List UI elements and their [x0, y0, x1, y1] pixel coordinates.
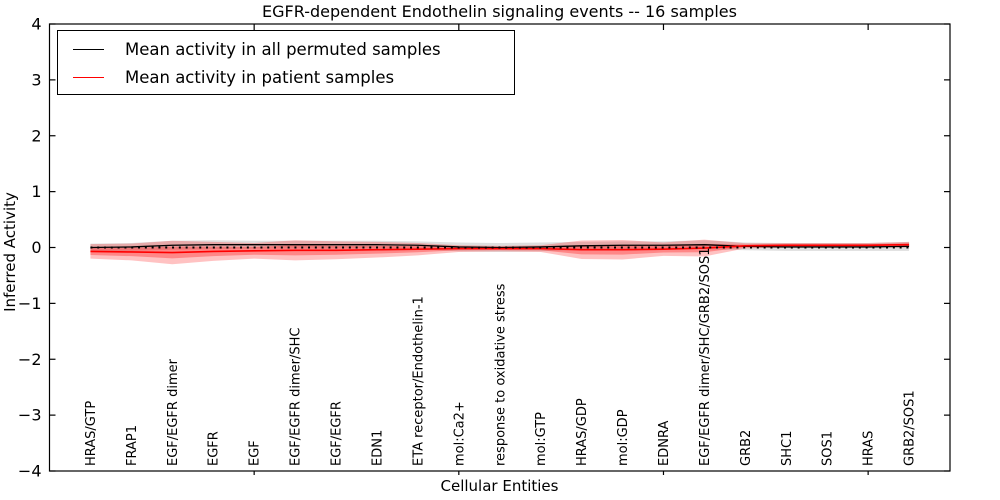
- x-tick-label: ETA receptor/Endothelin-1: [411, 296, 426, 466]
- x-tick-label: HRAS/GDP: [575, 398, 590, 466]
- x-tick-label: response to oxidative stress: [493, 283, 508, 466]
- y-tick-label: 2: [31, 126, 41, 145]
- x-tick-label: EGF/EGFR dimer/SHC/GRB2/SOS1: [698, 248, 713, 467]
- y-tick-label: −4: [18, 462, 42, 481]
- y-tick-label: −1: [18, 294, 42, 313]
- legend-item-patient: Mean activity in patient samples: [58, 63, 514, 91]
- x-tick-label: EGF: [248, 440, 263, 466]
- x-tick-label: HRAS/GTP: [84, 401, 99, 466]
- axes-border: [48, 23, 951, 472]
- permuted-std-band: [90, 240, 910, 252]
- x-tick-label: EDN1: [370, 430, 385, 466]
- patient-std-band-outer: [90, 239, 910, 265]
- legend-item-permuted: Mean activity in all permuted samples: [58, 35, 514, 63]
- patient-mean-line: [90, 243, 910, 254]
- x-tick-label: EGF/EGFR: [330, 401, 345, 466]
- y-tick-label: −3: [18, 406, 42, 425]
- x-tick-label: mol:Ca2+: [452, 401, 467, 466]
- x-tick-label: FRAP1: [125, 425, 140, 466]
- y-tick-label: 1: [31, 182, 41, 201]
- x-axis-title: Cellular Entities: [440, 477, 559, 495]
- x-tick-label: SHC1: [780, 431, 795, 466]
- x-tick-label: EGFR: [207, 431, 222, 466]
- y-tick-label: 3: [31, 70, 41, 89]
- patient-line-swatch: [73, 76, 104, 78]
- legend-label-permuted: Mean activity in all permuted samples: [125, 39, 441, 59]
- legend-label-patient: Mean activity in patient samples: [125, 67, 395, 87]
- y-tick-label: 4: [31, 15, 41, 34]
- x-tick-label: EGF/EGFR dimer/SHC: [289, 328, 304, 466]
- permuted-line-swatch: [73, 48, 104, 50]
- x-tick-label: EDNRA: [657, 421, 672, 466]
- x-tick-label: EGF/EGFR dimer: [166, 358, 181, 466]
- y-tick-label: 0: [31, 238, 41, 257]
- y-tick-label: −2: [18, 350, 42, 369]
- x-tick-label: HRAS: [862, 431, 877, 466]
- x-tick-label: mol:GDP: [616, 409, 631, 466]
- x-tick-label: GRB2/SOS1: [903, 390, 918, 466]
- x-tick-label: SOS1: [821, 431, 836, 466]
- chart-title: EGFR-dependent Endothelin signaling even…: [262, 2, 737, 21]
- x-tick-label: mol:GTP: [534, 412, 549, 466]
- x-tick-label: GRB2: [739, 430, 754, 466]
- legend: Mean activity in all permuted samples Me…: [57, 30, 515, 95]
